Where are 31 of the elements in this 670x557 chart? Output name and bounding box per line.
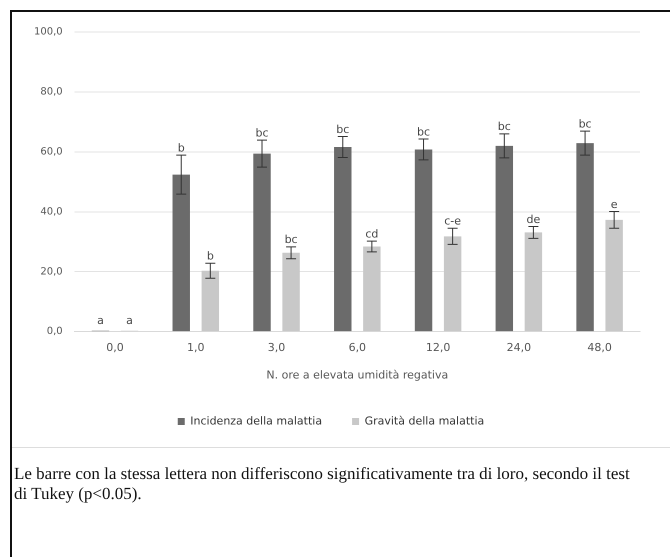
y-tick-label: 20,0 bbox=[40, 266, 63, 278]
data-label: c-e bbox=[444, 214, 462, 228]
x-tick-label: 1,0 bbox=[187, 341, 205, 354]
y-tick-label: 100,0 bbox=[34, 26, 63, 38]
text: Le barre con la stessa lettera non differiscono significativamente tra di loro, secondo il test di Tukey (p<0.05). bbox=[14, 464, 631, 504]
data-label: cd bbox=[365, 227, 378, 240]
data-label: a bbox=[126, 314, 133, 328]
data-label: a bbox=[97, 314, 104, 328]
data-label: bc bbox=[417, 125, 430, 138]
x-tick-label: 0,0 bbox=[106, 341, 124, 354]
data-label: bc bbox=[578, 118, 592, 131]
data-label: bc bbox=[255, 126, 269, 140]
legend-label: Incidenza della malattia bbox=[190, 414, 322, 428]
data-label: e bbox=[610, 198, 618, 211]
x-axis-title: N. ore a elevata umidità regativa bbox=[266, 368, 448, 382]
y-tick-label: 80,0 bbox=[40, 86, 63, 98]
data-label: bc bbox=[284, 233, 298, 246]
data-label: de bbox=[526, 212, 540, 226]
data-label: b bbox=[206, 250, 214, 263]
data-label: b bbox=[178, 141, 185, 154]
y-tick-label: 60,0 bbox=[40, 146, 63, 158]
data-label: bc bbox=[498, 120, 511, 134]
x-tick-label: 3,0 bbox=[268, 341, 286, 354]
x-tick-label: 24,0 bbox=[506, 341, 532, 354]
x-tick-label: 6,0 bbox=[348, 341, 366, 354]
legend-label: Gravità della malattia bbox=[364, 414, 484, 428]
data-label: bc bbox=[336, 122, 350, 136]
x-tick-label: 48,0 bbox=[587, 341, 612, 354]
x-tick-label: 12,0 bbox=[426, 341, 450, 354]
y-tick-label: 40,0 bbox=[40, 206, 63, 218]
y-tick-label: 0,0 bbox=[46, 326, 63, 338]
